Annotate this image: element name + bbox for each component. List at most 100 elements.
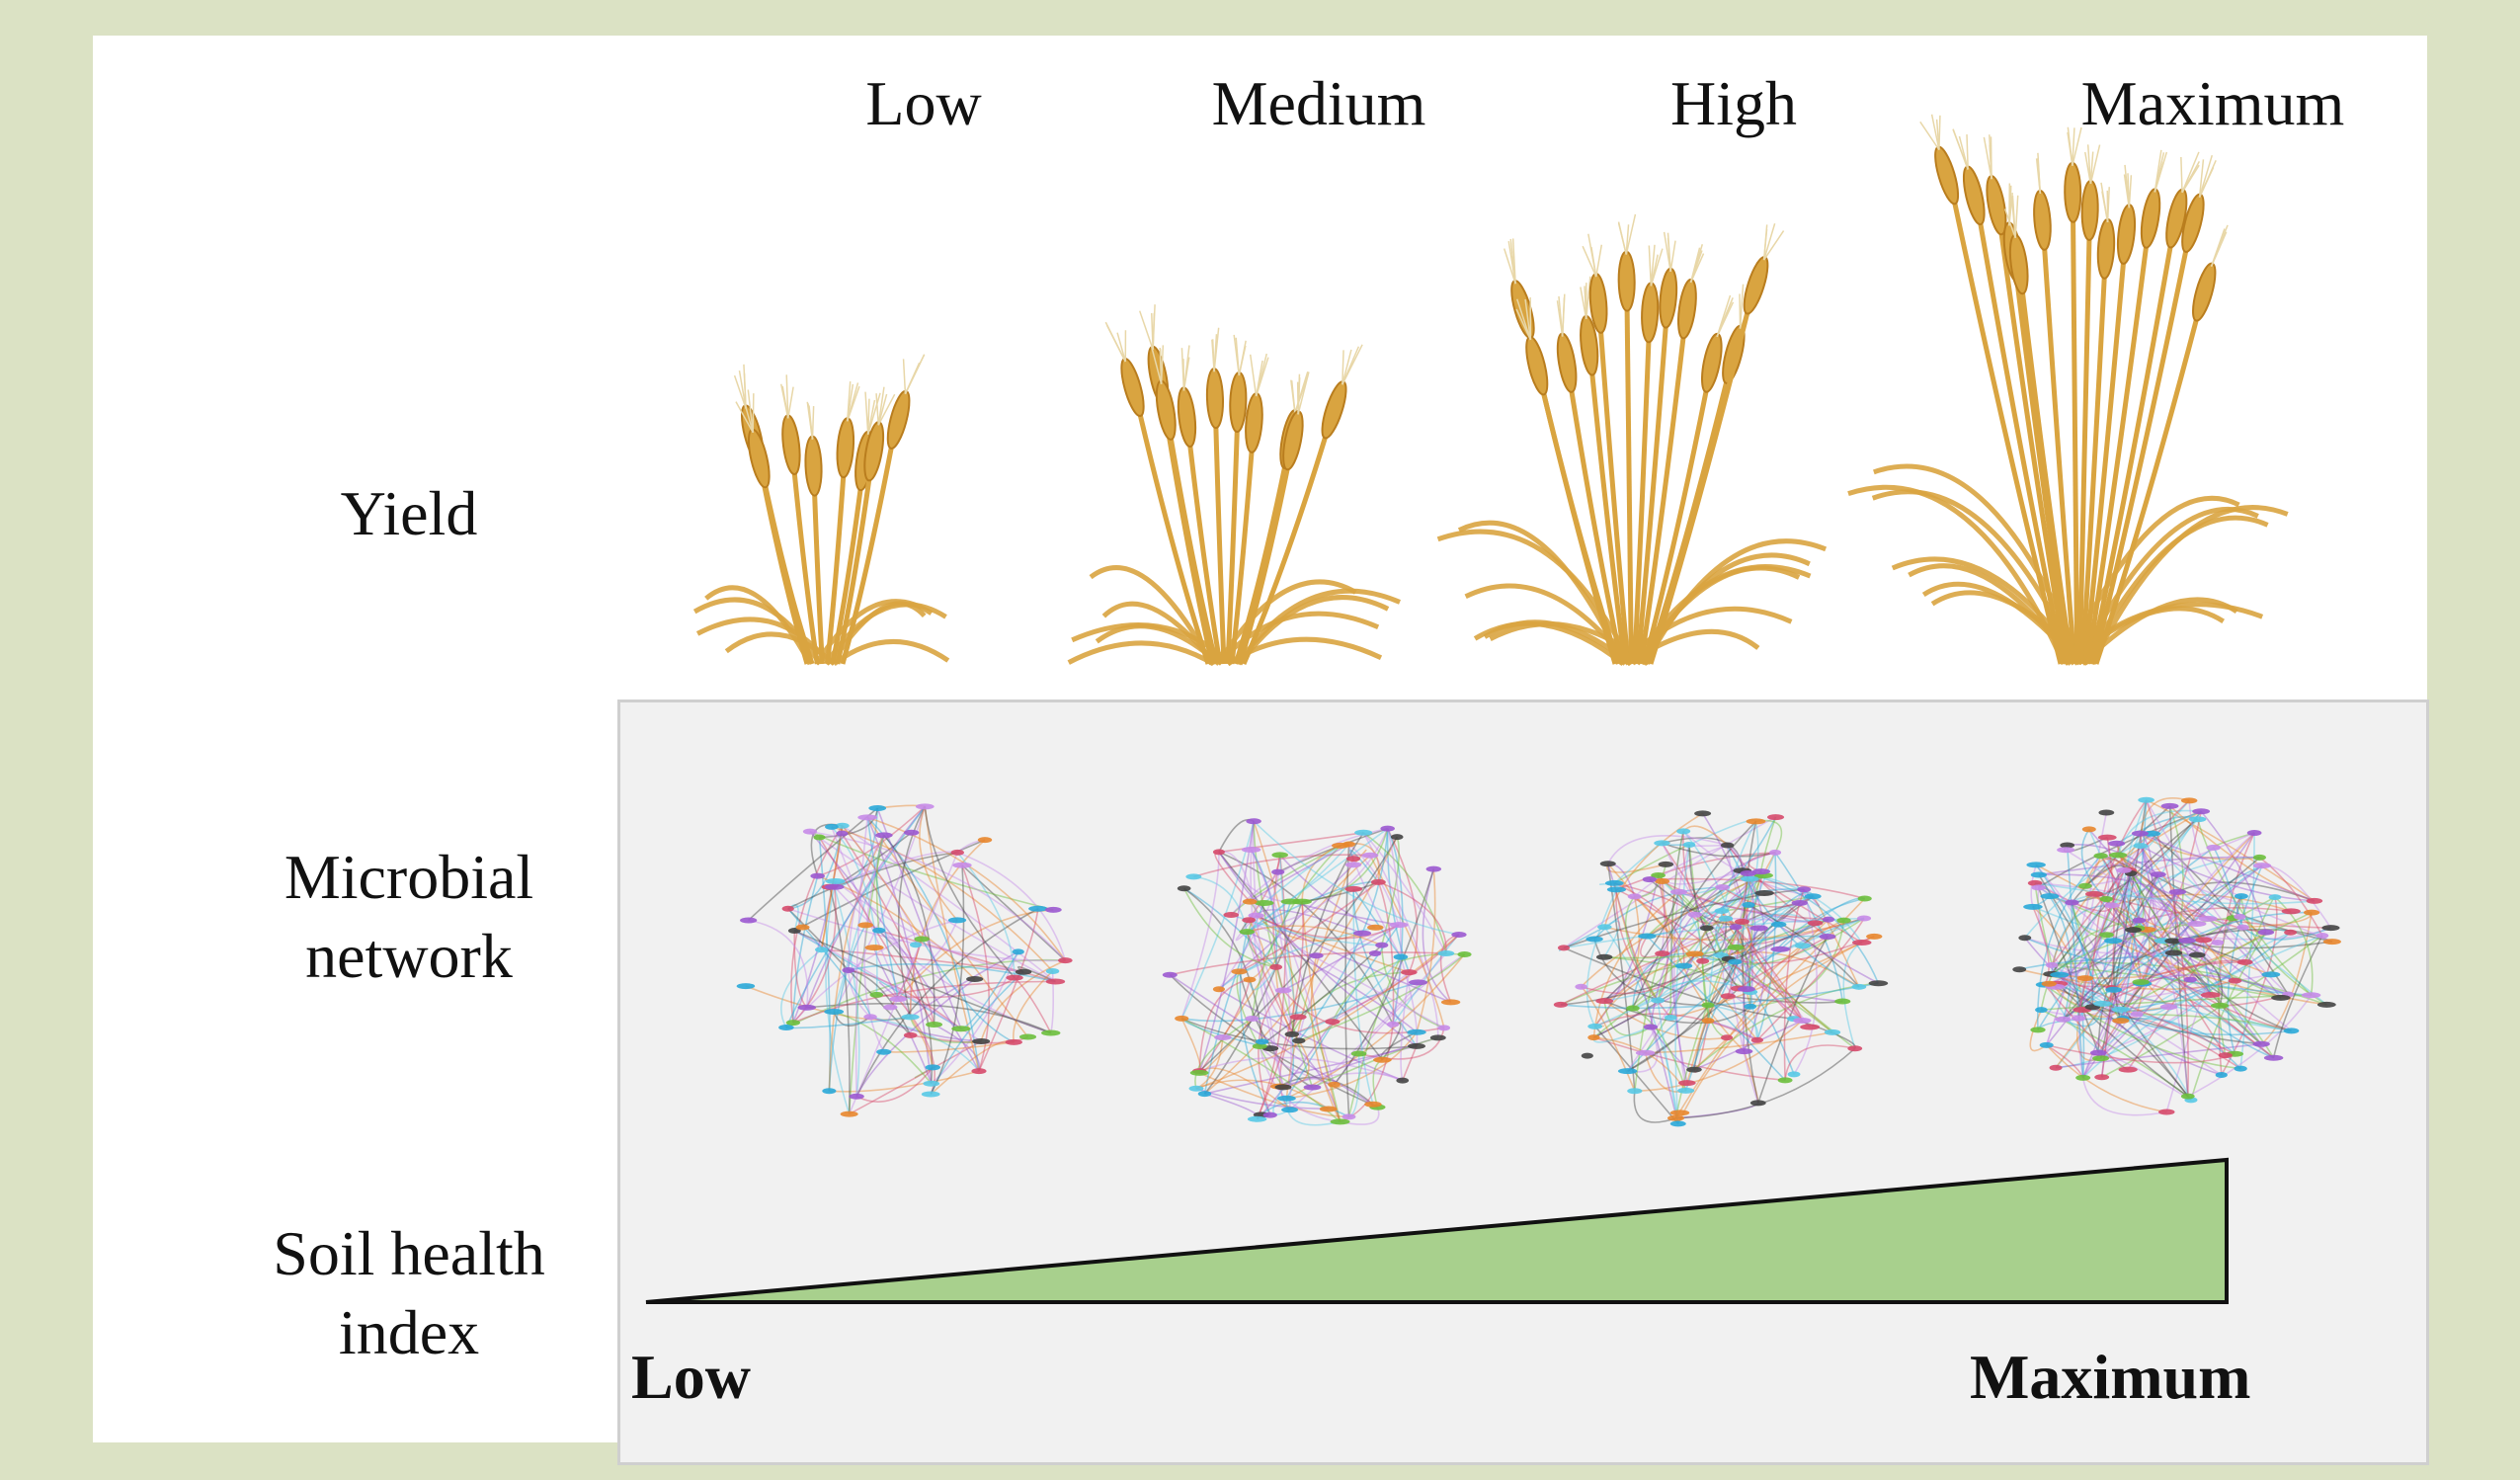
microbial-network-medium [1162,818,1472,1126]
network-node [2108,840,2126,847]
soil-axis-start-label: Low [631,1342,751,1412]
wheat-stem [825,474,847,665]
wheat-stem [1225,429,1240,665]
network-node [1604,879,1624,886]
network-node [1720,842,1735,849]
wheat-stem [2076,237,2092,665]
network-node [1627,1088,1643,1095]
network-node [2108,852,2128,859]
network-node [1606,886,1627,893]
network-node [1800,1024,1821,1030]
network-node [1045,967,1060,974]
wheat-ear [1582,233,1608,334]
network-node [2049,1064,2063,1071]
network-node [1746,818,1766,825]
network-node [1742,901,1755,908]
network-node [2257,929,2275,936]
network-node [1669,1110,1690,1116]
network-node [1396,1077,1410,1084]
network-node [740,917,758,924]
network-node [921,1091,940,1098]
network-node [2168,888,2187,895]
network-node [926,1022,943,1028]
column-label-high: High [1670,68,1797,138]
wheat-ear [836,381,860,479]
wheat-leaf [1436,529,1634,666]
wheat-stem [2019,290,2074,665]
network-node [1425,865,1442,872]
wheat-ear [1104,321,1145,418]
network-node [2192,808,2211,815]
network-node [910,942,923,948]
wheat-stem [1642,389,1709,665]
wheat-stem [1978,221,2067,665]
wheat-stem [1137,413,1211,665]
network-node [1655,877,1670,884]
network-node [1866,933,1883,940]
row-label-line: Microbial [284,842,534,912]
network-node [2055,1016,2072,1023]
microbial-network-high [1553,810,1889,1127]
network-node [2322,939,2341,946]
wheat-ear [1701,294,1735,393]
network-node [842,967,855,974]
wheat-stem [2090,249,2189,665]
network-node [1292,1037,1306,1044]
wheat-leaf [1067,640,1215,667]
network-node [1303,1084,1322,1091]
network-node [2187,920,2207,927]
wheat-stem [1237,466,1290,665]
network-node [1408,979,1428,986]
wheat-ear [735,389,771,489]
network-node [1750,1036,1764,1043]
network-node [2194,937,2213,944]
network-node [2160,802,2179,809]
network-node [2018,935,2032,942]
network-node [864,945,884,951]
network-node [1581,1052,1593,1059]
network-node [1437,1025,1451,1031]
network-node [1655,950,1670,957]
network-node [1246,818,1261,825]
network-node [1587,1034,1600,1041]
network-node [1241,846,1261,853]
network-node [2253,854,2266,861]
network-node [868,804,887,811]
wheat-ear [1952,128,1986,226]
network-node [1177,885,1191,892]
network-node [1457,951,1472,958]
network-node [1749,1100,1766,1107]
wheat-stem [1998,231,2070,665]
network-node [1345,856,1361,863]
network-node [1651,872,1666,879]
network-node [1045,978,1066,985]
network-node [1262,1111,1277,1118]
wheat-stem [1624,308,1634,665]
network-node [1332,842,1349,849]
network-node [781,905,794,912]
network-layer [736,796,2341,1127]
wheat-stem [2071,219,2080,665]
wheat-ear [863,386,896,482]
wheat-ear [1677,244,1705,340]
wheat-leaf [1847,484,2067,666]
network-node [1354,829,1373,836]
network-node [1585,936,1603,943]
network-node [810,872,825,879]
network-node [2188,951,2206,958]
network-node [2306,897,2323,904]
network-node [1678,1080,1696,1087]
network-node [2252,863,2272,869]
network-node [2057,847,2075,854]
network-node [2104,938,2123,945]
network-node [2027,879,2043,886]
row-label-microbial-network: Microbial network [152,838,666,996]
row-label-line: network [305,921,513,991]
network-node [1350,1050,1367,1057]
network-node [1769,849,1782,856]
network-node [1553,1001,1568,1008]
network-node [1727,944,1745,950]
wheat-stem [830,487,863,665]
network-node [889,996,908,1003]
network-node [1787,1071,1801,1078]
